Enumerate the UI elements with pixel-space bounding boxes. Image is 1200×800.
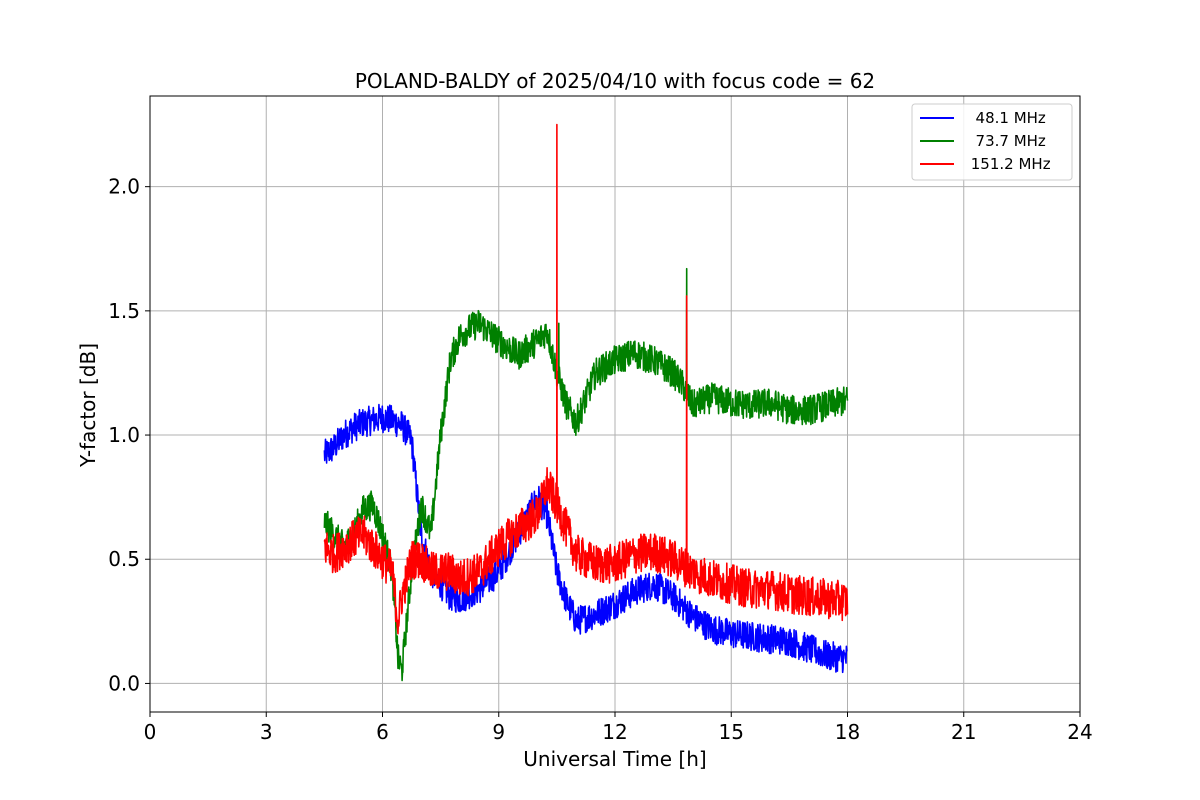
x-tick-label: 15 [719, 720, 744, 744]
y-axis-ticks: 0.0 0.5 1.0 1.5 2.0 [108, 175, 150, 695]
x-tick-label: 18 [835, 720, 860, 744]
x-tick-label: 9 [492, 720, 505, 744]
x-axis-ticks: 0 3 6 9 12 15 18 21 24 [144, 712, 1093, 744]
legend-label: 48.1 MHz [966, 109, 1046, 127]
y-tick-label: 0.0 [108, 671, 140, 695]
x-tick-label: 3 [260, 720, 273, 744]
legend-label: 151.2 MHz [966, 155, 1051, 173]
x-tick-label: 21 [951, 720, 976, 744]
x-tick-label: 12 [602, 720, 627, 744]
legend-label: 73.7 MHz [966, 132, 1046, 150]
series-line-0 [323, 403, 848, 674]
x-axis-label: Universal Time [h] [523, 747, 706, 771]
y-tick-label: 0.5 [108, 547, 140, 571]
series-line-2 [323, 123, 849, 635]
y-axis-label: Y-factor [dB] [76, 343, 100, 468]
legend: 48.1 MHz 73.7 MHz 151.2 MHz [911, 103, 1073, 181]
series-layer [323, 123, 849, 682]
y-tick-label: 2.0 [108, 175, 140, 199]
chart-title: POLAND-BALDY of 2025/04/10 with focus co… [355, 69, 875, 93]
x-tick-label: 0 [144, 720, 157, 744]
legend-box [911, 103, 1073, 181]
x-tick-label: 6 [376, 720, 389, 744]
y-tick-label: 1.0 [108, 423, 140, 447]
x-tick-label: 24 [1067, 720, 1092, 744]
y-tick-label: 1.5 [108, 299, 140, 323]
